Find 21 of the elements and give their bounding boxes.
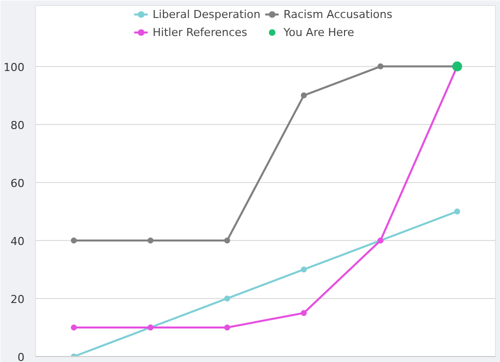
- legend-label: Liberal Desperation: [152, 8, 260, 20]
- y-tick-label: 100: [4, 60, 25, 74]
- point: [300, 266, 307, 272]
- point: [300, 92, 307, 98]
- point: [70, 237, 77, 244]
- point: [224, 237, 230, 244]
- y-tick-label: 60: [10, 176, 25, 190]
- legend-label: Hitler References: [152, 26, 248, 38]
- y-tick-label: 80: [10, 118, 25, 132]
- legend-label: Racism Accusations: [283, 8, 392, 20]
- point: [224, 324, 230, 330]
- point: [148, 237, 154, 244]
- point: [224, 295, 230, 302]
- point: [378, 63, 384, 70]
- legend-label: You Are Here: [283, 26, 354, 38]
- y-tick-label: 20: [10, 292, 25, 306]
- y-tick-label: 40: [10, 234, 25, 248]
- point: [70, 324, 77, 330]
- point: [300, 310, 307, 316]
- y-tick-label: 0: [18, 351, 24, 362]
- point: [454, 208, 460, 214]
